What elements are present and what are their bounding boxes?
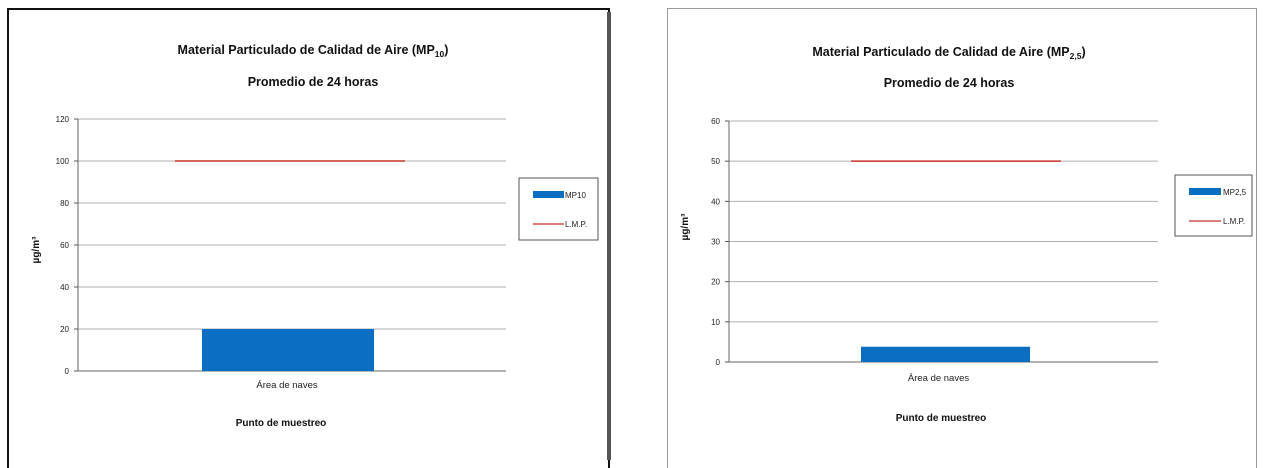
legend-box xyxy=(518,177,599,241)
x-category-label: Área de naves xyxy=(256,380,318,391)
y-tick-label: 0 xyxy=(65,367,70,376)
chart-subtitle: Promedio de 24 horas xyxy=(248,75,379,89)
y-tick-label: 10 xyxy=(711,318,720,327)
plot-area: 0 10 20 30 40 50 60 Área de naves xyxy=(711,117,1158,384)
legend-box xyxy=(1174,174,1253,237)
legend-label-line: L.M.P. xyxy=(565,220,587,229)
bar-area-de-naves xyxy=(202,329,374,371)
y-tick-label: 40 xyxy=(711,197,720,206)
y-tick-label: 40 xyxy=(60,283,69,292)
legend: MP10 L.M.P. xyxy=(518,177,599,241)
y-tick-label: 100 xyxy=(56,157,70,166)
panel-shadow xyxy=(607,12,611,460)
chart-mp10: Material Particulado de Calidad de Aire … xyxy=(31,43,599,429)
y-tick-label: 80 xyxy=(60,199,69,208)
plot-area: 0 20 40 60 80 100 120 Área de naves xyxy=(56,115,506,391)
legend: MP2,5 L.M.P. xyxy=(1174,174,1253,237)
bar-area-de-naves xyxy=(861,346,1030,362)
x-axis-label: Punto de muestreo xyxy=(896,413,987,424)
y-tick-label: 0 xyxy=(716,358,721,367)
y-tick-label: 60 xyxy=(711,117,720,126)
y-tick-label: 50 xyxy=(711,157,720,166)
chart-title: Material Particulado de Calidad de Aire … xyxy=(812,45,1085,61)
chart-mp25: Material Particulado de Calidad de Aire … xyxy=(680,45,1253,424)
chart-panel-mp10: Material Particulado de Calidad de Aire … xyxy=(7,8,610,468)
y-tick-label: 60 xyxy=(60,241,69,250)
legend-label-line: L.M.P. xyxy=(1223,217,1245,226)
legend-label-bar: MP10 xyxy=(565,191,586,200)
y-tick-label: 30 xyxy=(711,238,720,247)
x-axis-label: Punto de muestreo xyxy=(236,418,327,429)
y-tick-label: 120 xyxy=(56,115,70,124)
legend-swatch-bar xyxy=(1189,188,1221,195)
chart-subtitle: Promedio de 24 horas xyxy=(884,76,1015,90)
y-tick-label: 20 xyxy=(60,325,69,334)
chart-panel-mp25: Material Particulado de Calidad de Aire … xyxy=(667,8,1257,468)
legend-label-bar: MP2,5 xyxy=(1223,188,1247,197)
chart-title: Material Particulado de Calidad de Aire … xyxy=(178,43,449,59)
y-axis-label: µg/m³ xyxy=(31,236,42,264)
x-category-label: Área de naves xyxy=(908,373,970,384)
y-tick-label: 20 xyxy=(711,278,720,287)
y-axis-label: µg/m³ xyxy=(680,213,691,241)
legend-swatch-bar xyxy=(533,191,564,198)
